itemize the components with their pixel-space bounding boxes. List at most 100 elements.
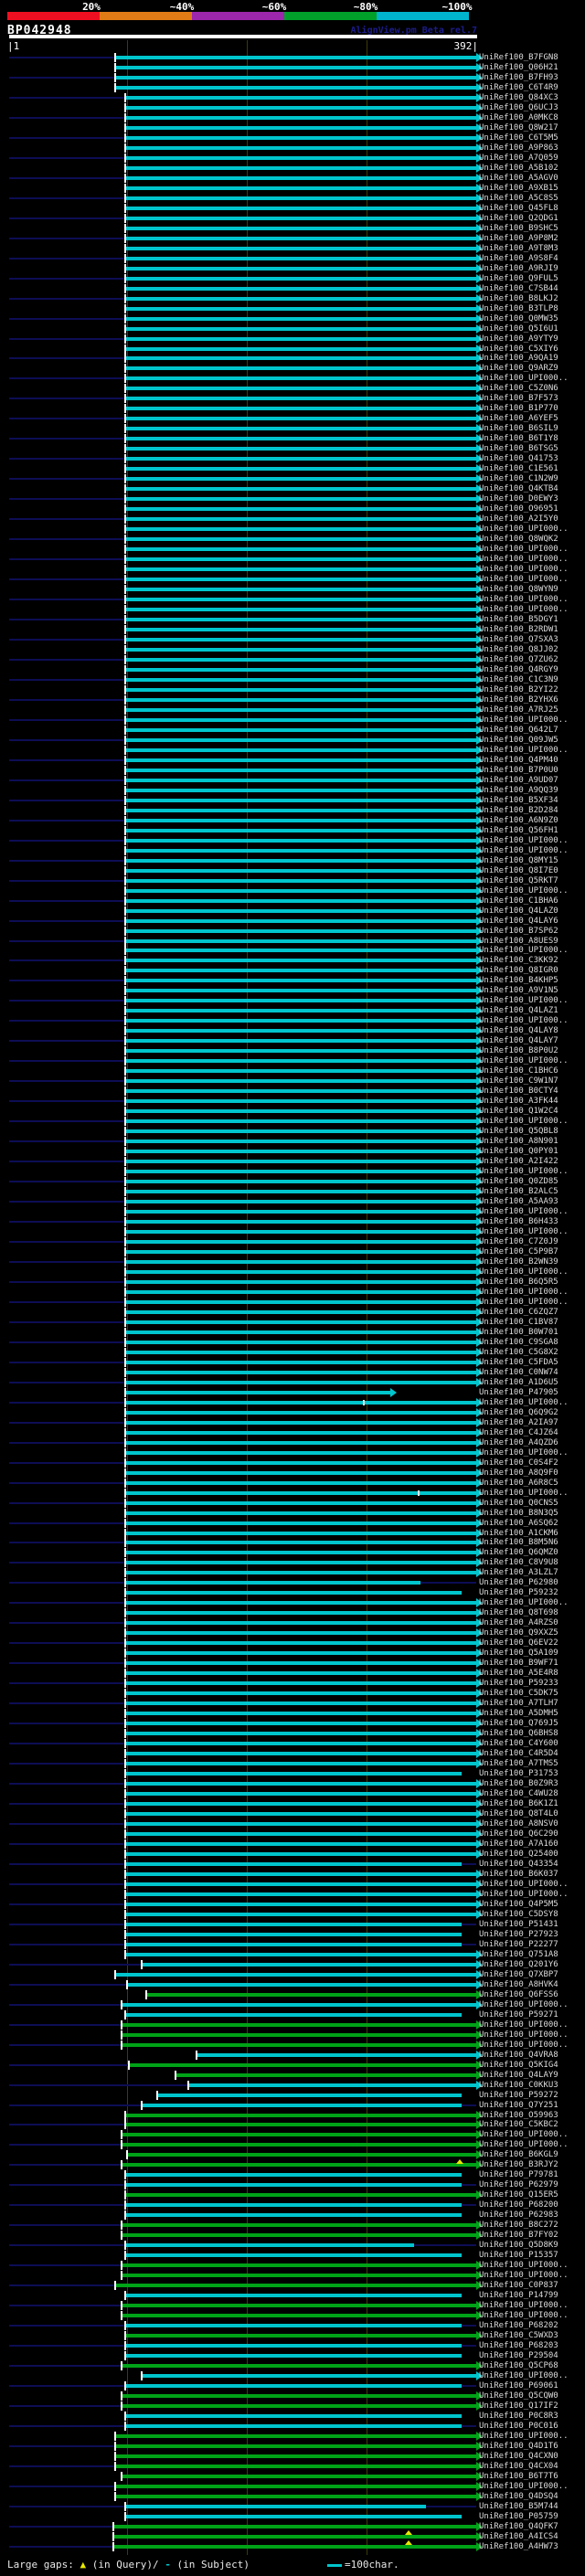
- alignment-bar[interactable]: [115, 75, 476, 80]
- alignment-bar[interactable]: [124, 1450, 476, 1455]
- alignment-bar[interactable]: [124, 2414, 463, 2418]
- alignment-bar[interactable]: [124, 125, 476, 130]
- alignment-bar[interactable]: [124, 306, 476, 311]
- hit-label[interactable]: UniRef100_UPI000..: [479, 1287, 569, 1297]
- hit-label[interactable]: UniRef100_C0NW74: [479, 1367, 558, 1377]
- alignment-bar[interactable]: [124, 1470, 476, 1475]
- alignment-bar[interactable]: [115, 2433, 476, 2438]
- alignment-bar[interactable]: [124, 598, 476, 602]
- alignment-bar[interactable]: [124, 1922, 463, 1926]
- alignment-bar[interactable]: [124, 1029, 476, 1034]
- hit-label[interactable]: UniRef100_C5P9B7: [479, 1246, 558, 1256]
- hit-label[interactable]: UniRef100_P29504: [479, 2351, 558, 2361]
- alignment-bar[interactable]: [124, 798, 476, 802]
- hit-label[interactable]: UniRef100_P68203: [479, 2341, 558, 2351]
- hit-label[interactable]: UniRef100_UPI000..: [479, 1598, 569, 1608]
- hit-label[interactable]: UniRef100_C5FDA5: [479, 1357, 558, 1367]
- alignment-bar[interactable]: [124, 417, 476, 421]
- hit-label[interactable]: UniRef100_UPI000..: [479, 1267, 569, 1277]
- alignment-bar[interactable]: [121, 2314, 476, 2318]
- alignment-bar[interactable]: [124, 1841, 476, 1846]
- hit-label[interactable]: UniRef100_UPI000..: [479, 575, 569, 585]
- alignment-bar[interactable]: [124, 1802, 476, 1807]
- hit-label[interactable]: UniRef100_UPI000..: [479, 1488, 569, 1498]
- alignment-bar[interactable]: [112, 2534, 476, 2539]
- alignment-bar[interactable]: [115, 65, 476, 69]
- hit-label[interactable]: UniRef100_B2D284: [479, 805, 558, 815]
- hit-label[interactable]: UniRef100_Q8IGR0: [479, 966, 558, 976]
- alignment-bar[interactable]: [175, 2072, 476, 2077]
- hit-label[interactable]: UniRef100_Q4LAY6: [479, 916, 558, 926]
- alignment-bar[interactable]: [124, 366, 476, 371]
- alignment-bar[interactable]: [124, 1531, 476, 1535]
- hit-label[interactable]: UniRef100_D0EWY3: [479, 494, 558, 504]
- alignment-bar[interactable]: [124, 1059, 476, 1064]
- hit-label[interactable]: UniRef100_Q6C290: [479, 1829, 558, 1839]
- alignment-bar[interactable]: [124, 1099, 476, 1104]
- hit-label[interactable]: UniRef100_C4JZ64: [479, 1427, 558, 1437]
- hit-label[interactable]: UniRef100_P62983: [479, 2210, 558, 2221]
- hit-label[interactable]: UniRef100_Q09JW5: [479, 735, 558, 745]
- alignment-bar[interactable]: [124, 196, 476, 200]
- alignment-bar[interactable]: [188, 2083, 476, 2087]
- hit-label[interactable]: UniRef100_A8UES9: [479, 936, 558, 946]
- alignment-bar[interactable]: [124, 2193, 476, 2198]
- alignment-bar[interactable]: [127, 1982, 476, 1987]
- hit-label[interactable]: UniRef100_A1D6U5: [479, 1377, 558, 1387]
- hit-label[interactable]: UniRef100_UPI000..: [479, 545, 569, 555]
- hit-label[interactable]: UniRef100_UPI000..: [479, 565, 569, 575]
- hit-label[interactable]: UniRef100_A6N9Z0: [479, 815, 558, 825]
- hit-label[interactable]: UniRef100_A4HW73: [479, 2541, 558, 2551]
- alignment-bar[interactable]: [124, 2423, 463, 2428]
- alignment-bar[interactable]: [124, 657, 476, 662]
- hit-label[interactable]: UniRef100_Q4D1T6: [479, 2441, 558, 2451]
- hit-label[interactable]: UniRef100_Q7XBP7: [479, 1969, 558, 1979]
- hit-label[interactable]: UniRef100_B4KHP5: [479, 976, 558, 986]
- hit-label[interactable]: UniRef100_C5G8X2: [479, 1347, 558, 1357]
- alignment-bar[interactable]: [142, 1962, 476, 1966]
- alignment-bar[interactable]: [124, 1762, 476, 1766]
- hit-label[interactable]: UniRef100_Q7SXA3: [479, 635, 558, 644]
- hit-label[interactable]: UniRef100_Q7Y251: [479, 2100, 558, 2110]
- alignment-bar[interactable]: [124, 165, 476, 170]
- hit-label[interactable]: UniRef100_UPI000..: [479, 1297, 569, 1307]
- hit-label[interactable]: UniRef100_B6K1Z1: [479, 1799, 558, 1809]
- alignment-bar[interactable]: [124, 898, 476, 903]
- alignment-bar[interactable]: [124, 2012, 463, 2017]
- alignment-bar[interactable]: [124, 588, 476, 592]
- alignment-bar[interactable]: [124, 1621, 476, 1626]
- hit-label[interactable]: UniRef100_B8P0U2: [479, 1046, 558, 1056]
- hit-label[interactable]: UniRef100_A3LZL7: [479, 1568, 558, 1578]
- alignment-bar[interactable]: [121, 2002, 476, 2007]
- alignment-bar[interactable]: [112, 2524, 476, 2528]
- hit-label[interactable]: UniRef100_B2YHX6: [479, 694, 558, 705]
- hit-label[interactable]: UniRef100_UPI000..: [479, 1889, 569, 1899]
- hit-label[interactable]: UniRef100_P68202: [479, 2321, 558, 2331]
- hit-label[interactable]: UniRef100_A2I5Y0: [479, 514, 558, 525]
- hit-label[interactable]: UniRef100_UPI000..: [479, 2140, 569, 2150]
- alignment-bar[interactable]: [124, 928, 476, 933]
- alignment-bar[interactable]: [124, 1440, 476, 1445]
- hit-label[interactable]: UniRef100_Q8MY15: [479, 855, 558, 865]
- hit-label[interactable]: UniRef100_UPI000..: [479, 374, 569, 384]
- hit-label[interactable]: UniRef100_Q9ARZ9: [479, 364, 558, 374]
- alignment-bar[interactable]: [124, 427, 476, 431]
- alignment-bar[interactable]: [124, 2183, 463, 2188]
- alignment-bar[interactable]: [124, 1701, 476, 1706]
- alignment-bar[interactable]: [124, 2243, 415, 2248]
- hit-label[interactable]: UniRef100_B3RJY2: [479, 2160, 558, 2170]
- hit-label[interactable]: UniRef100_B7F573: [479, 394, 558, 404]
- alignment-bar[interactable]: [124, 608, 476, 612]
- hit-label[interactable]: UniRef100_Q0ZD85: [479, 1177, 558, 1187]
- hit-label[interactable]: UniRef100_UPI000..: [479, 885, 569, 896]
- hit-label[interactable]: UniRef100_A9QQ39: [479, 785, 558, 795]
- hit-label[interactable]: UniRef100_A4RZS0: [479, 1618, 558, 1628]
- hit-label[interactable]: UniRef100_C1C3N9: [479, 674, 558, 684]
- hit-label[interactable]: UniRef100_Q769J5: [479, 1719, 558, 1729]
- hit-label[interactable]: UniRef100_A9S8F4: [479, 253, 558, 263]
- hit-label[interactable]: UniRef100_Q56FH1: [479, 825, 558, 835]
- alignment-bar[interactable]: [124, 1390, 390, 1394]
- hit-label[interactable]: UniRef100_Q6Q9G2: [479, 1407, 558, 1417]
- alignment-bar[interactable]: [124, 1200, 476, 1204]
- alignment-bar[interactable]: [124, 567, 476, 572]
